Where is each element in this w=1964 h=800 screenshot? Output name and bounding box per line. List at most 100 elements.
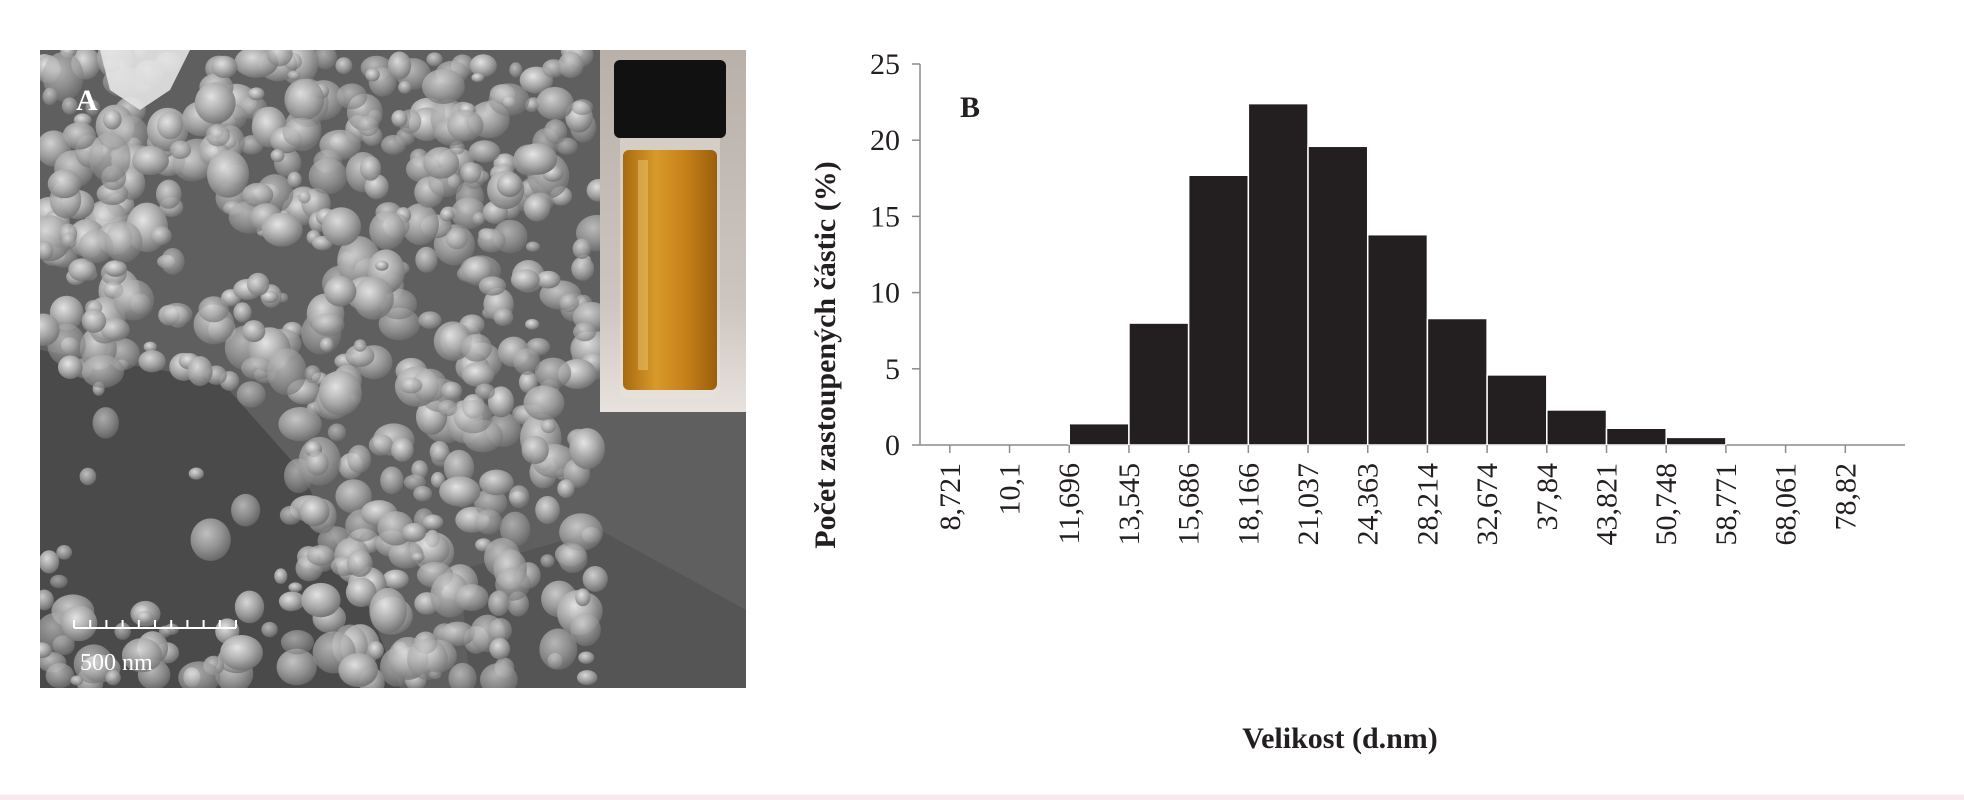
- sem-grain: [381, 134, 406, 155]
- x-tick-label: 58,771: [1710, 463, 1743, 546]
- sem-grain: [402, 523, 427, 542]
- sem-grain: [335, 479, 372, 514]
- vial-cap: [614, 60, 726, 138]
- sem-grain: [61, 232, 77, 249]
- x-tick-label: 13,545: [1113, 463, 1146, 546]
- panel-b-label: B: [960, 91, 980, 124]
- scale-bar-label: 500 nm: [80, 650, 153, 676]
- sem-grain: [61, 97, 78, 115]
- sem-grain: [319, 337, 334, 353]
- sem-grain: [79, 467, 97, 486]
- sem-grain: [523, 385, 565, 421]
- sem-grain: [559, 513, 603, 551]
- x-tick-label: 78,82: [1829, 463, 1862, 531]
- sem-grain: [421, 68, 465, 105]
- bottom-strip: [0, 795, 1964, 800]
- sem-grain: [261, 621, 278, 638]
- sem-grain: [311, 313, 345, 337]
- sem-grain: [488, 618, 512, 643]
- x-tick-label: 11,696: [1053, 463, 1086, 544]
- sem-grain: [475, 509, 503, 535]
- sem-grain: [260, 290, 279, 304]
- sem-grain: [187, 356, 213, 386]
- sem-grain: [572, 238, 592, 259]
- sem-grains: [40, 50, 619, 688]
- sem-grain: [357, 115, 379, 137]
- sem-grain: [440, 621, 476, 647]
- sem-grain: [114, 622, 131, 640]
- sem-grain: [557, 479, 575, 499]
- sem-grain: [274, 568, 288, 584]
- histogram-bar: [1546, 409, 1608, 446]
- sem-grain: [437, 400, 458, 417]
- sem-grain: [559, 293, 579, 313]
- sem-grain: [536, 270, 561, 289]
- sem-grain: [206, 150, 250, 198]
- sem-grain: [447, 109, 484, 142]
- histogram-bar: [1605, 427, 1667, 446]
- sem-grain: [298, 190, 311, 204]
- sem-grain: [578, 651, 595, 664]
- sem-grain: [477, 228, 506, 253]
- sem-grain: [324, 276, 357, 307]
- sem-grain: [246, 272, 270, 296]
- sem-grain: [516, 143, 558, 175]
- sem-grain: [430, 471, 445, 488]
- sem-grain: [270, 149, 285, 163]
- sem-grain: [49, 295, 84, 331]
- sem-grain: [278, 407, 322, 442]
- sem-grain: [474, 383, 495, 400]
- sem-grain: [539, 628, 578, 670]
- sem-grain: [479, 469, 514, 496]
- sem-grain: [573, 322, 597, 342]
- sem-grain: [266, 50, 293, 67]
- sem-grain: [391, 109, 408, 127]
- sem-grain: [242, 320, 266, 343]
- sem-micrograph-panel: A 500 nm: [40, 50, 746, 688]
- sem-grain: [61, 605, 98, 642]
- histogram-bar: [1486, 374, 1548, 446]
- sem-grain: [143, 341, 157, 353]
- sem-grain: [439, 476, 481, 507]
- sem-grain: [279, 592, 302, 612]
- sem-grain: [429, 441, 450, 463]
- sem-grain: [391, 437, 414, 462]
- x-tick-label: 18,166: [1232, 463, 1265, 546]
- sem-grain: [287, 171, 302, 188]
- sem-grain: [68, 258, 96, 282]
- sem-grain: [155, 179, 182, 209]
- sem-grain: [220, 634, 263, 671]
- sem-grain: [301, 582, 341, 618]
- scale-bar: [73, 620, 237, 629]
- sem-grain: [413, 485, 433, 502]
- sem-grain: [284, 78, 325, 121]
- sem-grain: [454, 584, 489, 612]
- sem-grain: [70, 675, 83, 686]
- sem-grain: [242, 182, 274, 207]
- sem-grain: [387, 51, 412, 80]
- x-tick-label: 32,674: [1471, 463, 1504, 546]
- x-tick-label: 10,1: [994, 463, 1027, 516]
- sem-grain: [132, 145, 169, 176]
- sem-grain: [150, 226, 172, 246]
- sem-grain: [382, 569, 409, 589]
- sem-grain: [521, 435, 549, 465]
- sem-grain: [496, 172, 523, 198]
- sem-grain: [40, 241, 54, 261]
- sem-grain: [509, 62, 523, 78]
- sem-grain: [103, 260, 128, 277]
- sem-grain: [478, 276, 507, 296]
- histogram-bar: [1665, 436, 1727, 446]
- histogram-bar: [1247, 102, 1309, 446]
- sem-grain: [582, 566, 608, 592]
- sem-grain: [468, 140, 501, 163]
- x-tick-label: 37,84: [1531, 463, 1564, 531]
- sem-grain: [411, 368, 448, 403]
- sem-grain: [40, 313, 60, 346]
- histogram-bar: [1068, 422, 1130, 446]
- sem-grain: [45, 662, 75, 688]
- sem-grain: [441, 381, 463, 400]
- sem-grain: [543, 119, 568, 144]
- sem-grain: [460, 161, 482, 184]
- sem-grain: [299, 497, 330, 527]
